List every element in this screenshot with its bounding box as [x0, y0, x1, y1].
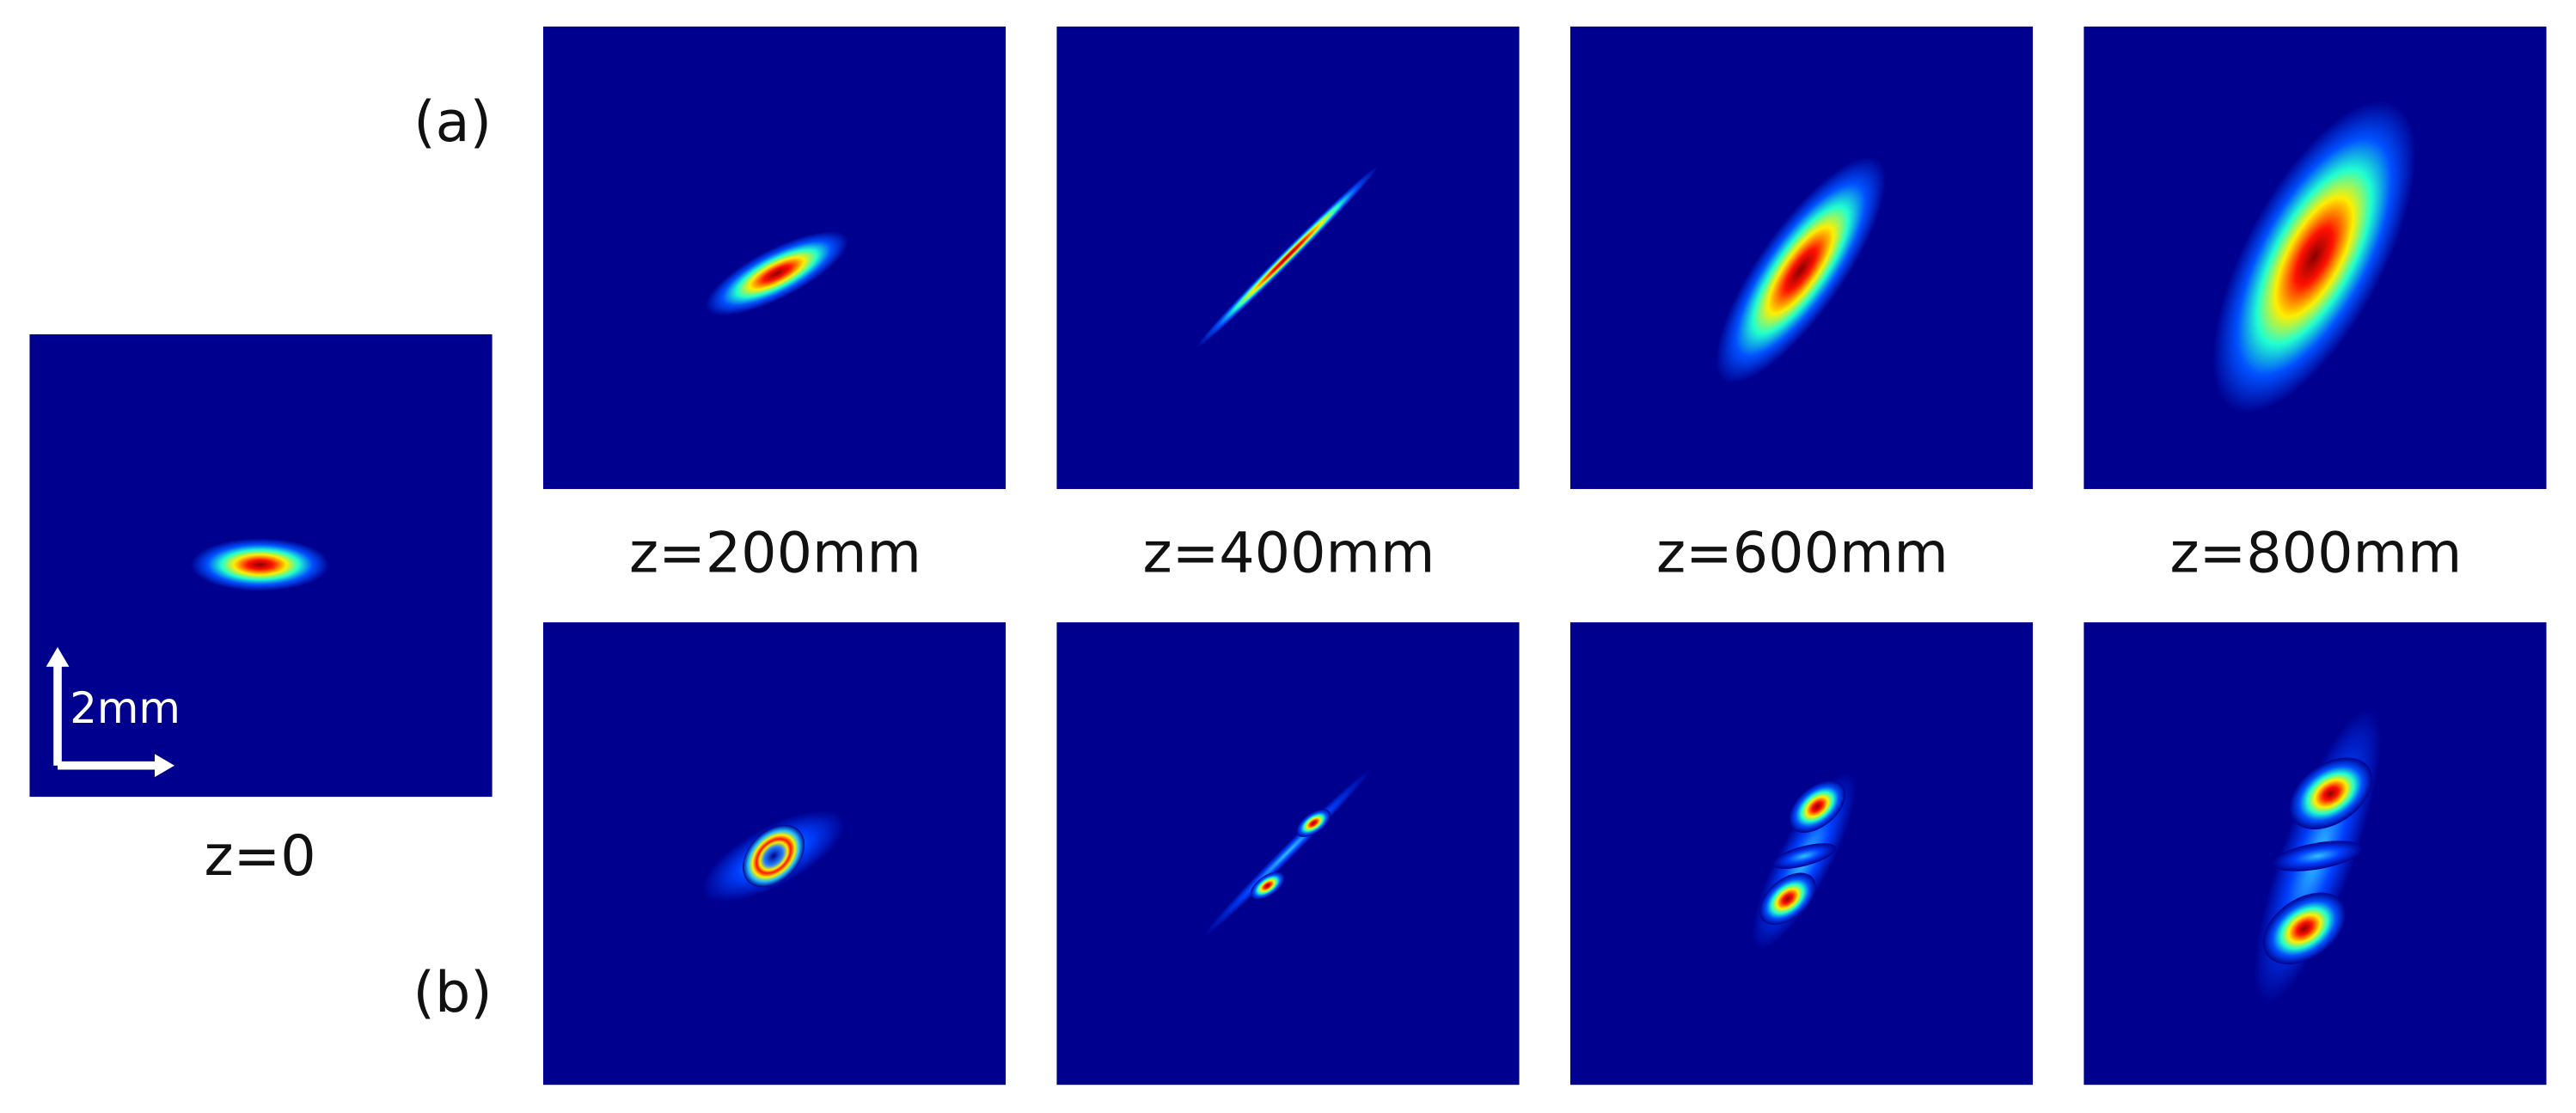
column-label: z=200mm [629, 522, 921, 586]
beam-panel [542, 26, 1007, 489]
row-label: (b) [413, 961, 493, 1025]
column-label: z=800mm [2169, 522, 2462, 586]
beam-panel [1569, 26, 2034, 489]
beam-panel [1056, 622, 1520, 1085]
beam-panel [542, 622, 1007, 1085]
beam-panel [1569, 622, 2034, 1085]
column-label: z=600mm [1656, 522, 1949, 586]
beam-panel [1056, 26, 1520, 489]
reference-label: z=0 [204, 824, 315, 889]
column-label: z=400mm [1143, 522, 1435, 586]
scale-bar-label: 2mm [70, 683, 181, 733]
reference-panel: 2mm [29, 333, 493, 798]
row-label: (a) [413, 90, 492, 155]
beam-panel [2083, 26, 2547, 489]
beam-panel [2083, 622, 2547, 1085]
